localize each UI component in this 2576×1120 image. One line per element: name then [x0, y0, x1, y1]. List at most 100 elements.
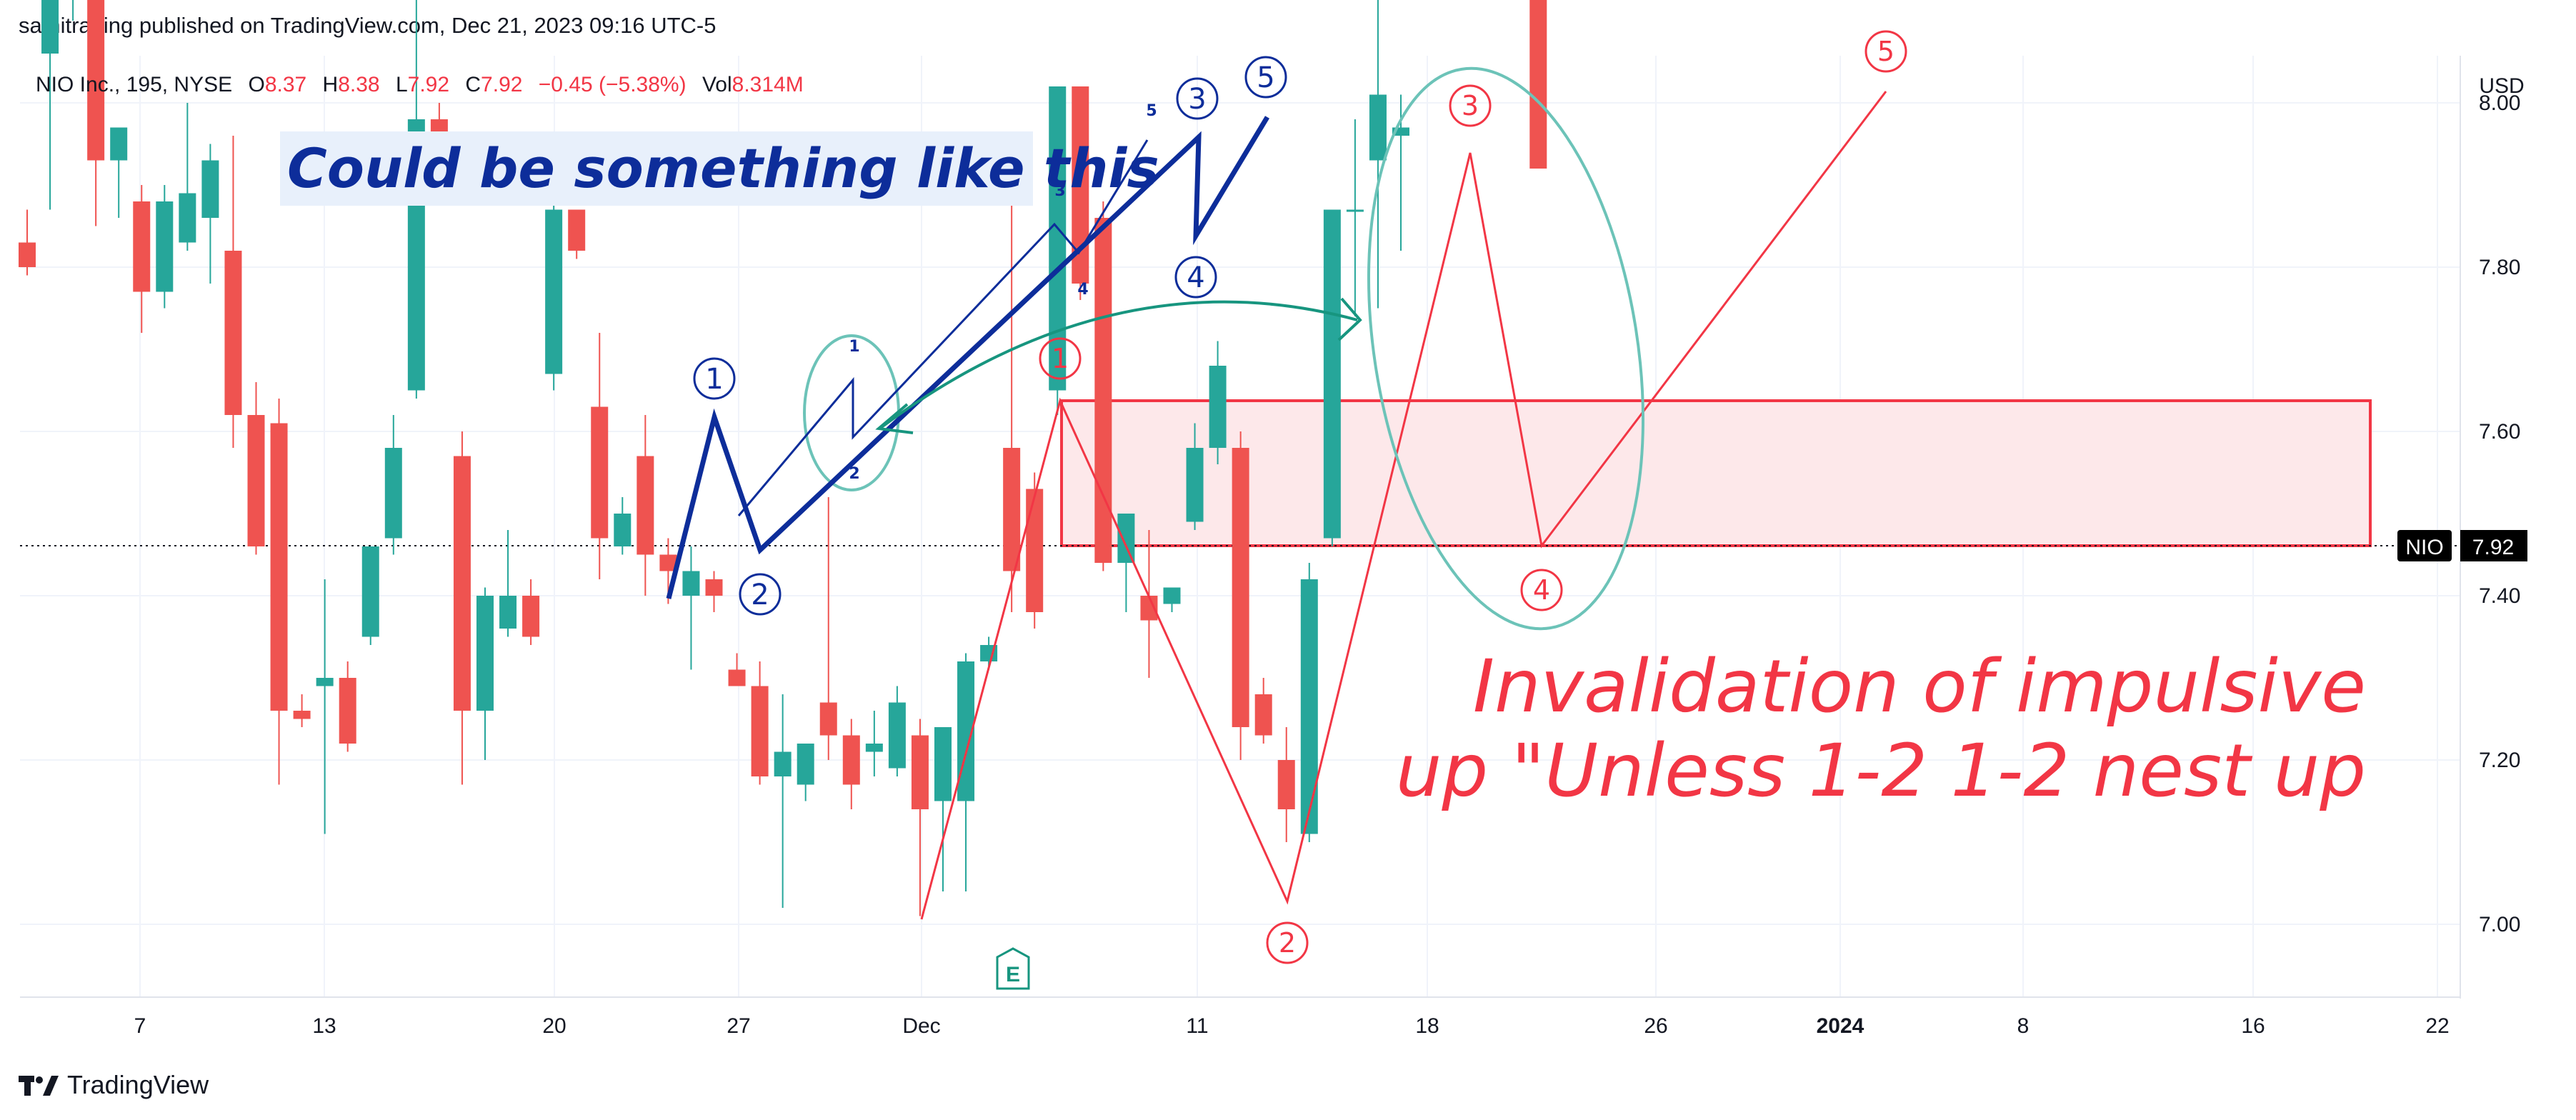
blue-big-zigzag[interactable]	[666, 116, 1269, 599]
candle	[1209, 341, 1227, 464]
candle-body	[751, 686, 769, 776]
price-tick-label: 7.20	[2479, 749, 2520, 772]
svg-text:3: 3	[1462, 90, 1479, 121]
blue-wave-4-label: 4	[1174, 256, 1217, 299]
candle	[293, 694, 311, 727]
red-wave-4-label: 4	[1520, 569, 1563, 611]
arrows-layer[interactable]	[875, 297, 1362, 434]
red-note-line1: Invalidation of impulsive	[1473, 644, 2366, 729]
svg-text:4: 4	[1187, 261, 1204, 294]
red-wave-5-label: 5	[1864, 30, 1907, 73]
invalidation-zone-rect[interactable]	[1060, 399, 2372, 547]
blue-note-box[interactable]: Could be something like this	[280, 131, 1159, 206]
price-tick-label: 7.00	[2479, 913, 2520, 936]
svg-text:2: 2	[1279, 927, 1296, 959]
candle	[316, 579, 334, 834]
candle-body	[499, 596, 517, 629]
currency-label: USD	[2479, 74, 2524, 98]
blue-small-zigzag[interactable]	[737, 139, 1149, 516]
legend-volume-label: Vol	[702, 73, 732, 96]
candle	[1254, 678, 1272, 744]
candle-body	[614, 514, 631, 546]
time-axis[interactable]: 7 13 20 27 Dec 11 18 26 2024 8 16 22	[20, 996, 2460, 1038]
candle-body	[1254, 694, 1272, 736]
time-tick-label: Dec	[902, 1014, 940, 1038]
large-ellipse[interactable]	[1332, 49, 1679, 649]
candle	[1232, 431, 1249, 760]
legend-low-label: L	[396, 73, 408, 96]
price-axis[interactable]: USD 7.007.207.407.607.808.008.208.408.60…	[2460, 0, 2525, 999]
time-tick-label: 13	[312, 1014, 336, 1038]
candle-body	[568, 209, 586, 251]
candle-body	[934, 727, 952, 801]
candle-body	[1232, 448, 1249, 727]
red-wave-path[interactable]	[920, 91, 1887, 920]
candle-body	[224, 251, 242, 415]
candle-body	[591, 406, 609, 539]
earnings-marker[interactable]: E	[996, 947, 1030, 990]
candle-body	[1117, 514, 1135, 563]
arrowhead-left	[875, 403, 914, 434]
candle	[1140, 530, 1158, 678]
legend-open-value: 8.37	[265, 73, 306, 96]
candle	[224, 136, 242, 448]
blue-note-text: Could be something like this	[287, 136, 1159, 200]
candle	[1277, 727, 1295, 842]
price-tick-label: 7.40	[2479, 584, 2520, 608]
candle-body	[1094, 218, 1112, 563]
invalidation-zone[interactable]	[1060, 399, 2372, 547]
blue-subwave-4-label: 4	[1077, 281, 1088, 299]
candle	[591, 333, 609, 579]
blue-subwave-5-label: 5	[1146, 102, 1157, 120]
red-wave-count[interactable]: 1 2 3 4 5	[920, 30, 1907, 964]
candle-body	[911, 735, 929, 809]
blue-subwave-2-label: 2	[849, 465, 859, 483]
blue-wave-projection[interactable]: 1 2 3 4 5 1 2 3 4 5	[666, 56, 1287, 616]
red-wave-2-label: 2	[1266, 921, 1309, 964]
price-tick-label: 7.60	[2479, 420, 2520, 444]
candle	[339, 661, 356, 752]
candle	[1094, 201, 1112, 571]
candle	[1323, 209, 1341, 546]
candle-body	[361, 546, 379, 637]
candle	[614, 497, 631, 555]
candle	[179, 103, 196, 251]
legend-volume-value: 8.314M	[732, 73, 804, 96]
candle-body	[247, 415, 265, 546]
candle	[361, 546, 379, 645]
candle	[568, 209, 586, 259]
candle-body	[1346, 209, 1364, 212]
time-tick-label: 22	[2425, 1014, 2449, 1038]
earnings-marker-label: E	[1006, 963, 1020, 986]
candle-body	[774, 751, 792, 776]
candle	[133, 185, 151, 333]
tradingview-logo[interactable]: TradingView	[19, 1070, 209, 1100]
legend-high-label: H	[323, 73, 339, 96]
time-tick-label: 26	[1644, 1014, 1667, 1038]
candle-body	[87, 0, 105, 161]
svg-text:1: 1	[705, 363, 723, 396]
earnings-marker-shape[interactable]	[996, 947, 1030, 990]
candle-body	[293, 711, 311, 719]
legend-change: −0.45 (−5.38%)	[539, 73, 687, 96]
candle	[865, 711, 883, 776]
candle-body	[1186, 448, 1204, 522]
candle	[41, 0, 59, 210]
candle-body	[339, 678, 356, 744]
price-badge-ticker-bg	[2397, 530, 2452, 561]
candle-body	[1026, 489, 1044, 612]
candle	[728, 653, 746, 686]
candle	[1529, 0, 1547, 169]
candle	[476, 587, 494, 760]
candle-body	[682, 571, 700, 596]
candle	[1026, 472, 1044, 629]
curved-arrow[interactable]	[880, 300, 1358, 429]
candle-body	[705, 579, 723, 596]
time-tick-label: 2024	[1817, 1014, 1864, 1038]
red-wave-1-label: 1	[1039, 337, 1082, 380]
candle-body	[201, 160, 219, 218]
candle-body	[476, 596, 494, 711]
candle	[19, 209, 36, 276]
candle-body	[522, 596, 540, 637]
